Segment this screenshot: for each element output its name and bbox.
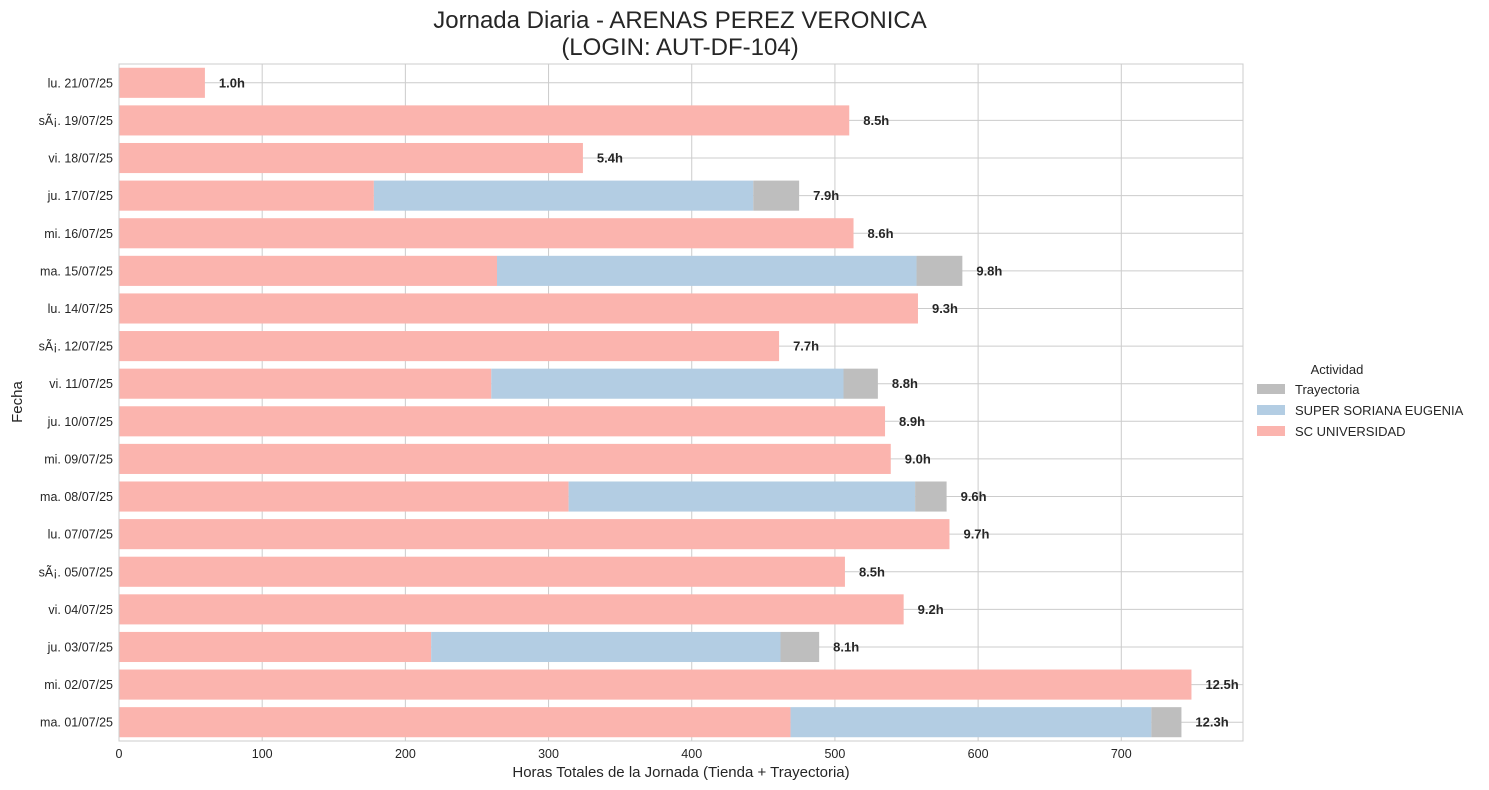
legend-label: Trayectoria (1295, 382, 1360, 397)
y-tick-label: sÃ¡. 05/07/25 (39, 565, 113, 579)
bar-total-label: 8.6h (868, 226, 894, 241)
y-tick-label: lu. 21/07/25 (48, 76, 113, 90)
bar-segment-sc-universidad (119, 669, 1192, 700)
y-tick-label: mi. 02/07/25 (44, 678, 113, 692)
y-axis-ticks: lu. 21/07/25 sÃ¡. 19/07/25 vi. 18/07/25 ju.… (39, 76, 113, 729)
x-tick-label: 100 (252, 747, 273, 761)
bar-segment-sc-universidad (119, 255, 498, 286)
bar-total-label: 9.6h (961, 489, 987, 504)
x-tick-label: 500 (824, 747, 845, 761)
x-tick-label: 700 (1111, 747, 1132, 761)
bar-segment-sc-universidad (119, 331, 780, 362)
bar-segment-sc-universidad (119, 180, 374, 211)
legend-title: Actividad (1311, 362, 1364, 377)
bar-segment-trayectoria (915, 481, 947, 512)
legend-swatch-sc-universidad (1257, 426, 1285, 436)
bar-segment-sc-universidad (119, 707, 791, 738)
y-tick-label: lu. 14/07/25 (48, 302, 113, 316)
bar-total-label: 5.4h (597, 151, 623, 166)
y-tick-label: lu. 07/07/25 (48, 528, 113, 542)
legend-swatch-super-soriana-eugenia (1257, 405, 1285, 415)
bar-total-label: 9.3h (932, 301, 958, 316)
bar-segment-sc-universidad (119, 594, 904, 625)
bar-total-label: 12.3h (1195, 715, 1228, 730)
x-tick-label: 300 (538, 747, 559, 761)
bars (119, 67, 1192, 738)
bar-segment-sc-universidad (119, 631, 432, 663)
bar-segment-sc-universidad (119, 556, 845, 587)
y-tick-label: sÃ¡. 19/07/25 (39, 114, 113, 128)
bar-segment-sc-universidad (119, 218, 854, 249)
legend-label: SC UNIVERSIDAD (1295, 424, 1406, 439)
bar-segment-sc-universidad (119, 443, 891, 474)
legend: Actividad Trayectoria SUPER SORIANA EUGEN… (1257, 362, 1464, 439)
y-axis-label: Fecha (9, 381, 26, 423)
bar-segment-super-soriana-eugenia (568, 481, 916, 512)
bar-segment-trayectoria (1151, 707, 1182, 738)
bar-total-label: 12.5h (1205, 677, 1238, 692)
x-tick-label: 0 (116, 747, 123, 761)
data-labels: 1.0h 8.5h 5.4h 7.9h 8.6h 9.8h 9.3h 7.7h 8.8h 8.9h… (219, 75, 1239, 729)
bar-total-label: 9.2h (918, 602, 944, 617)
bar-total-label: 8.9h (899, 414, 925, 429)
x-tick-label: 200 (395, 747, 416, 761)
bar-total-label: 9.7h (963, 527, 989, 542)
bar-total-label: 8.5h (859, 564, 885, 579)
x-tick-label: 400 (681, 747, 702, 761)
bar-total-label: 1.0h (219, 75, 245, 90)
bar-segment-sc-universidad (119, 142, 583, 174)
y-tick-label: mi. 09/07/25 (44, 452, 113, 466)
y-tick-label: ju. 17/07/25 (47, 189, 113, 203)
bar-total-label: 9.0h (905, 451, 931, 466)
y-tick-label: ju. 10/07/25 (47, 415, 113, 429)
plot-frame (118, 63, 1244, 742)
y-tick-label: ma. 15/07/25 (40, 264, 113, 278)
bar-segment-trayectoria (780, 631, 820, 663)
bar-segment-sc-universidad (119, 67, 205, 98)
bar-total-label: 8.8h (892, 376, 918, 391)
bar-segment-sc-universidad (119, 481, 569, 512)
bar-total-label: 7.7h (793, 339, 819, 354)
x-tick-label: 600 (968, 747, 989, 761)
bar-segment-super-soriana-eugenia (491, 368, 844, 399)
bar-segment-sc-universidad (119, 368, 492, 399)
x-axis-label: Horas Totales de la Jornada (Tienda + Tr… (512, 764, 849, 781)
y-tick-label: sÃ¡. 12/07/25 (39, 340, 113, 354)
y-tick-label: ma. 08/07/25 (40, 490, 113, 504)
chart-title-line1: Jornada Diaria - ARENAS PEREZ VERONICA (433, 7, 927, 34)
y-tick-label: mi. 16/07/25 (44, 227, 113, 241)
bar-segment-super-soriana-eugenia (373, 180, 754, 211)
bar-total-label: 7.9h (813, 188, 839, 203)
bar-segment-trayectoria (916, 255, 963, 286)
bar-segment-sc-universidad (119, 519, 950, 550)
y-tick-label: ju. 03/07/25 (47, 640, 113, 654)
bar-segment-sc-universidad (119, 105, 850, 136)
bar-total-label: 9.8h (976, 263, 1002, 278)
legend-swatch-trayectoria (1257, 384, 1285, 394)
bar-segment-super-soriana-eugenia (790, 707, 1152, 738)
bar-segment-super-soriana-eugenia (431, 631, 781, 663)
y-tick-label: ma. 01/07/25 (40, 716, 113, 730)
y-tick-label: vi. 18/07/25 (48, 152, 113, 166)
bar-total-label: 8.5h (863, 113, 889, 128)
bar-segment-super-soriana-eugenia (497, 255, 917, 286)
y-tick-label: vi. 11/07/25 (49, 377, 113, 391)
x-axis-ticks: 0 100 200 300 400 500 600 700 (116, 747, 1132, 761)
bar-total-label: 8.1h (833, 639, 859, 654)
y-tick-label: vi. 04/07/25 (48, 603, 113, 617)
bar-segment-trayectoria (843, 368, 878, 399)
legend-label: SUPER SORIANA EUGENIA (1295, 403, 1464, 418)
chart-title-line2: (LOGIN: AUT-DF-104) (561, 34, 798, 61)
bar-segment-trayectoria (753, 180, 800, 211)
bar-segment-sc-universidad (119, 406, 886, 437)
bar-segment-sc-universidad (119, 293, 918, 324)
